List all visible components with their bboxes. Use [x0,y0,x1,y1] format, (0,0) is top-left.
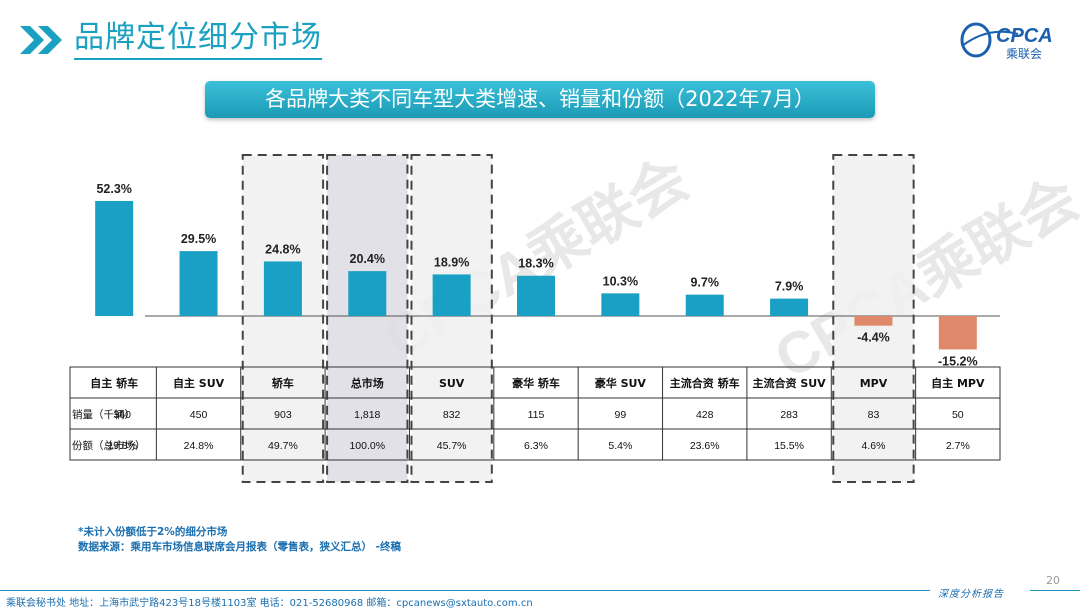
category-label-5: 豪华 轿车 [512,376,560,390]
value-label-8: 7.9% [775,280,804,294]
table-cell-0-5: 115 [528,409,545,421]
footer-divider [0,590,930,591]
bar-5 [517,275,555,316]
table-cell-1-9: 4.6% [861,440,885,452]
category-label-10: 自主 MPV [931,376,985,390]
cpca-logo: CPCA 乘联会 [960,22,1053,61]
table-cell-1-6: 5.4% [608,440,632,452]
row-label-0: 销量（千辆） [72,408,135,421]
category-label-3: 总市场 [351,376,384,390]
watermark-right: CPCA乘联会 [764,166,1080,391]
bar-1 [179,251,218,316]
value-label-7: 9.7% [690,276,719,290]
value-label-4: 18.9% [434,255,469,269]
value-label-10: -15.2% [938,354,978,368]
footer-tagline: 深度分析报告 [938,589,1004,600]
footer-divider-right [1030,590,1080,591]
category-label-6: 豪华 SUV [595,376,647,390]
table-cell-0-1: 450 [190,409,208,421]
logo-text: CPCA [996,25,1053,47]
logo-subtext: 乘联会 [1006,47,1042,61]
value-label-0: 52.3% [96,182,131,196]
table-cell-1-10: 2.7% [946,440,970,452]
category-label-9: MPV [860,377,888,390]
table-cell-0-2: 903 [274,409,292,421]
table-cell-0-8: 283 [780,409,798,421]
footnote-line-2: 数据来源：乘用车市场信息联席会月报表（零售表，狭义汇总） -终稿 [78,541,402,553]
category-label-7: 主流合资 轿车 [670,376,740,390]
header-chevron-icon [20,26,62,54]
page-number: 20 [1046,574,1060,587]
table-cell-1-0: 19.8% [107,440,137,452]
category-label-1: 自主 SUV [173,376,225,390]
table-cell-1-7: 23.6% [690,440,720,452]
table-cell-1-1: 24.8% [184,440,214,452]
highlight-box-4 [410,154,493,483]
highlight-box-3 [326,154,409,483]
value-label-9: -4.4% [857,331,890,345]
value-label-1: 29.5% [181,232,216,246]
bar-10 [938,316,977,350]
page-title: 品牌定位细分市场 [74,20,322,60]
table-cell-1-5: 6.3% [524,440,548,452]
bar-6 [601,293,640,316]
category-label-0: 自主 轿车 [90,376,138,390]
table-cell-1-8: 15.5% [774,440,804,452]
bar-4 [432,274,471,316]
value-label-2: 24.8% [265,242,300,256]
table-cell-0-9: 83 [868,409,880,421]
bar-3 [348,271,387,316]
value-label-6: 10.3% [603,274,638,288]
table-cell-0-7: 428 [696,409,714,421]
table-cell-0-0: 360 [113,409,131,421]
table-cell-0-4: 832 [443,409,461,421]
table-cell-1-2: 49.7% [268,440,298,452]
bar-0 [95,200,134,316]
table-border [69,366,1001,461]
value-label-5: 18.3% [518,257,553,271]
chart-banner-title: 各品牌大类不同车型大类增速、销量和份额（2022年7月） [205,81,875,118]
table-cell-1-4: 45.7% [437,440,467,452]
bar-7 [685,294,724,316]
category-label-8: 主流合资 SUV [752,376,826,390]
table-cell-0-10: 50 [952,409,964,421]
row-label-1: 份额（总市场） [72,439,146,452]
bar-8 [770,298,809,316]
table-cell-0-3: 1,818 [354,409,380,421]
bar-9 [854,316,893,326]
highlight-box-2 [241,154,325,483]
category-label-2: 轿车 [272,376,294,390]
footnotes: *未计入份额低于2%的细分市场 数据来源：乘用车市场信息联席会月报表（零售表，狭… [78,525,401,555]
table-cell-0-6: 99 [615,409,627,421]
value-label-3: 20.4% [350,252,385,266]
footnote-line-1: *未计入份额低于2%的细分市场 [78,526,228,538]
bar-2 [263,261,302,316]
footer-address: 乘联会秘书处 地址：上海市武宁路423号18号楼1103室 电话：021-526… [6,598,533,609]
table-cell-1-3: 100.0% [349,440,385,452]
category-label-4: SUV [439,377,465,390]
